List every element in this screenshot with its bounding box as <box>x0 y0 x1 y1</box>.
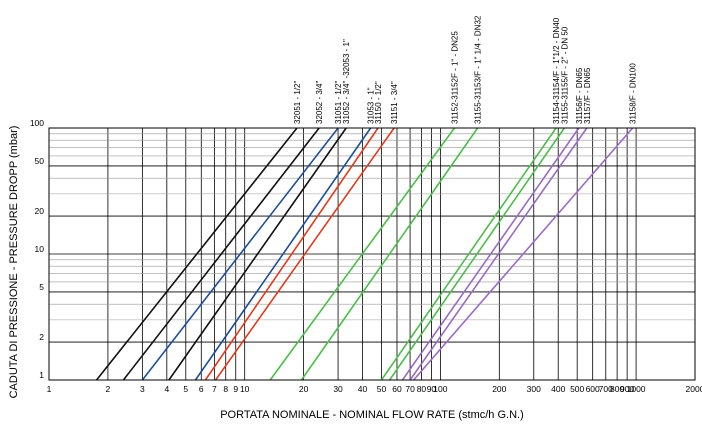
series-line <box>194 127 372 381</box>
series-line <box>95 127 298 381</box>
y-tick-label: 1 <box>39 370 44 380</box>
series-line <box>300 127 479 381</box>
x-tick-label: 90 <box>427 384 437 394</box>
x-tick-label: 70 <box>405 384 415 394</box>
series-line <box>401 127 580 381</box>
series-line <box>168 127 347 381</box>
x-tick-label: 6 <box>199 384 204 394</box>
y-axis-label: CADUTA DI PRESSIONE - PRESSURE DROPP (mb… <box>8 126 20 399</box>
series-line <box>141 127 339 381</box>
x-tick-label: 800 <box>610 384 624 394</box>
x-tick-label: 10 <box>240 384 250 394</box>
series-label: 31157/F - DN65 <box>583 67 592 124</box>
series-label: 32051 - 1/2" <box>293 81 302 124</box>
series-label: 31158/F - DN100 <box>629 63 638 124</box>
y-tick-label: 100 <box>30 118 44 128</box>
x-axis-label: PORTATA NOMINALE - NOMINAL FLOW RATE (st… <box>220 409 524 421</box>
x-tick-label: 2 <box>106 384 111 394</box>
x-tick-label: 1000 <box>627 384 646 394</box>
series-label: 31154-31154/F - 1"1/2 - DN40 <box>552 17 561 124</box>
x-tick-label: 2000 <box>686 384 702 394</box>
y-tick-label: 5 <box>39 282 44 292</box>
series-line <box>380 127 557 381</box>
series-line <box>204 127 379 381</box>
y-tick-label: 50 <box>35 156 45 166</box>
x-tick-label: 50 <box>377 384 387 394</box>
series-label: 31155-31155/F - 2" - DN 50 <box>560 26 569 124</box>
x-tick-label: 20 <box>299 384 309 394</box>
series-line <box>413 127 634 381</box>
series-label: 31156/F - DN65 <box>575 67 584 124</box>
x-tick-label: 40 <box>358 384 368 394</box>
y-tick-label: 10 <box>35 244 45 254</box>
x-tick-label: 80 <box>417 384 427 394</box>
series-label: 31051 - 1/2" <box>334 81 343 124</box>
x-tick-label: 500 <box>570 384 584 394</box>
series-label: 31053 - 1" <box>367 87 376 124</box>
series-label: 31150 - 1/2" <box>374 81 383 124</box>
x-tick-label: 8 <box>223 384 228 394</box>
series-line <box>214 127 395 381</box>
x-tick-label: 300 <box>527 384 541 394</box>
x-tick-label: 600 <box>586 384 600 394</box>
series-line <box>122 127 320 381</box>
x-tick-label: 100 <box>433 384 447 394</box>
series-label: 31152-31152F - 1" - DN25 <box>450 31 459 124</box>
x-tick-label: 700 <box>599 384 613 394</box>
y-tick-label: 20 <box>35 206 45 216</box>
series-label: 31052 - 3/4" -32053 - 1" <box>342 39 351 124</box>
x-tick-label: 60 <box>392 384 402 394</box>
series-label: 31155-31153/F - 1" 1/4 - DN32 <box>474 15 483 124</box>
x-tick-label: 30 <box>333 384 343 394</box>
series-line <box>388 127 566 381</box>
x-tick-label: 1 <box>47 384 52 394</box>
y-tick-labels: 1 2 5 10 20 50 100 <box>30 118 44 380</box>
x-tick-label: 7 <box>212 384 217 394</box>
grid <box>48 127 696 381</box>
x-tick-label: 900 <box>620 384 634 394</box>
series-label: 32052 - 3/4" <box>315 81 324 124</box>
series-labels: 32051 - 1/2" 32052 - 3/4" 31051 - 1/2" 3105… <box>293 15 638 124</box>
x-tick-label: 9 <box>233 384 238 394</box>
x-tick-label: 3 <box>140 384 145 394</box>
series-label: 31151 - 3/4" <box>390 81 399 124</box>
y-tick-label: 2 <box>39 332 44 342</box>
series-line <box>409 127 588 381</box>
x-tick-label: 5 <box>183 384 188 394</box>
plot-frame <box>48 127 696 381</box>
series-lines <box>95 127 634 381</box>
x-tick-label: 400 <box>551 384 565 394</box>
x-tick-label: 200 <box>492 384 506 394</box>
series-line <box>269 127 456 381</box>
x-tick-label: 4 <box>164 384 169 394</box>
